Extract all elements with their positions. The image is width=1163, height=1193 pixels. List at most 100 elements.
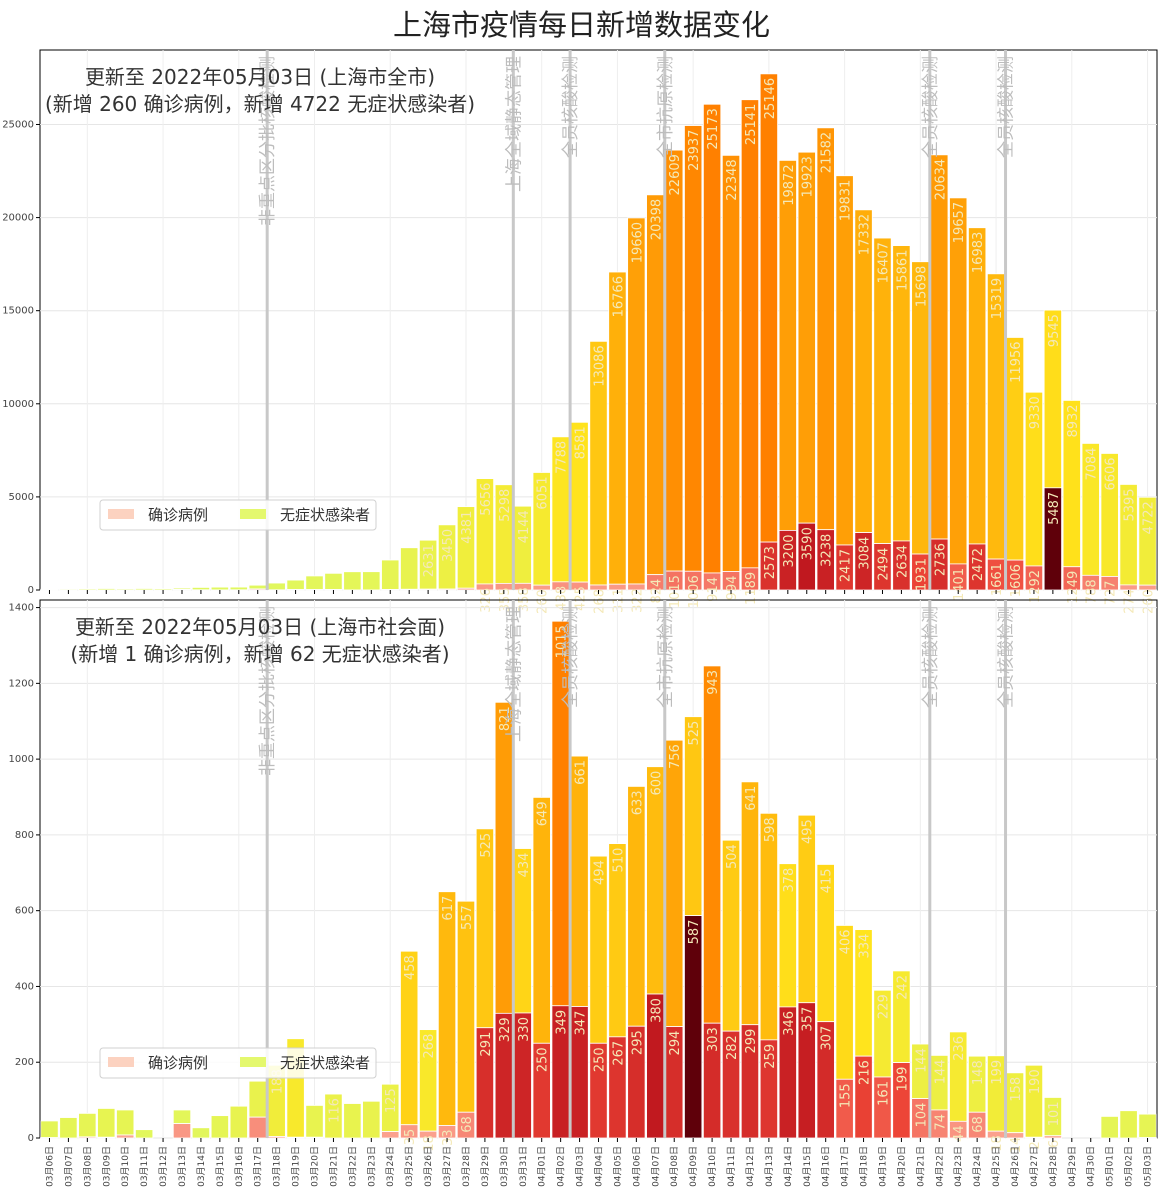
data-label-asymptomatic: 17332	[858, 214, 873, 255]
bar-confirmed	[1024, 1136, 1044, 1139]
legend-box	[99, 499, 377, 531]
x-tick-label: 04月02日	[556, 1146, 567, 1187]
x-tick-label: 03月29日	[480, 1146, 491, 1187]
data-label-confirmed: 307	[820, 1026, 835, 1051]
legend: 确诊病例 无症状感染者	[99, 1047, 377, 1079]
data-label-asymptomatic: 504	[725, 844, 740, 869]
legend-label-asymptomatic: 无症状感染者	[280, 506, 370, 524]
data-label-asymptomatic: 158	[1009, 1077, 1024, 1102]
data-label-confirmed: 425	[574, 586, 589, 611]
data-label-confirmed: 2634	[895, 545, 910, 578]
data-label-asymptomatic: 6051	[536, 476, 551, 509]
bar-asymptomatic	[343, 571, 362, 591]
x-tick-label: 04月23日	[953, 1146, 964, 1187]
data-label-confirmed: 267	[611, 1041, 626, 1066]
bar-confirmed	[97, 1136, 116, 1139]
bar-confirmed	[419, 588, 438, 591]
bar-asymptomatic	[229, 586, 248, 591]
chart-panel-1: 0 5000 10000 15000 20000 25000 2631 3450 4381 565…	[2, 49, 1158, 614]
data-label-asymptomatic: 494	[593, 860, 608, 885]
x-axis: 03月06日 03月07日 03月08日 03月09日 03月10日 03月11日 03月1…	[44, 590, 1154, 1187]
data-label-asymptomatic: 406	[839, 929, 854, 954]
data-label-asymptomatic: 144	[933, 1059, 948, 1084]
x-tick-label: 03月20日	[310, 1146, 321, 1187]
event-label: 全市抗原检测	[656, 56, 676, 158]
data-label-confirmed: 994	[725, 575, 740, 600]
data-label-asymptomatic: 23937	[687, 130, 702, 171]
event-label: 全员核酸检测	[561, 56, 581, 158]
bar-asymptomatic	[570, 755, 589, 1007]
bar-confirmed	[684, 915, 703, 1139]
x-tick-label: 04月10日	[707, 1146, 718, 1187]
data-label-confirmed: 303	[706, 1027, 721, 1052]
data-label-asymptomatic: 633	[630, 790, 645, 815]
y-tick-label: 400	[15, 981, 34, 992]
legend: 确诊病例 无症状感染者	[99, 499, 377, 531]
event-label: 非重点区分批核酸检测	[258, 606, 278, 776]
x-tick-label: 04月08日	[669, 1146, 680, 1187]
data-label-asymptomatic: 525	[687, 721, 702, 746]
data-label-asymptomatic: 20634	[933, 159, 948, 200]
bar-confirmed	[437, 588, 457, 591]
bar-confirmed	[381, 589, 400, 591]
bar-asymptomatic	[267, 582, 286, 591]
data-label-confirmed: 347	[574, 1011, 589, 1036]
data-label-asymptomatic: 334	[858, 934, 873, 959]
x-tick-label: 03月17日	[253, 1146, 264, 1187]
data-label-confirmed: 291	[479, 1032, 494, 1057]
bar-asymptomatic	[437, 891, 457, 1126]
data-label-asymptomatic: 15861	[895, 250, 910, 291]
bar-asymptomatic	[1138, 1113, 1157, 1139]
bar-asymptomatic	[930, 154, 949, 540]
data-label-asymptomatic: 756	[668, 744, 683, 769]
data-label-confirmed: 438	[555, 586, 570, 611]
bar-asymptomatic	[949, 197, 968, 565]
data-label-confirmed: 1292	[1028, 570, 1043, 603]
x-tick-label: 04月05日	[612, 1146, 623, 1187]
x-tick-label: 03月31日	[518, 1146, 529, 1187]
data-label-asymptomatic: 5395	[1123, 488, 1138, 521]
data-label-asymptomatic: 525	[479, 833, 494, 858]
data-label-confirmed: 2736	[933, 543, 948, 576]
data-label-asymptomatic: 19660	[630, 222, 645, 263]
legend-swatch-confirmed	[108, 1057, 134, 1067]
data-label-confirmed: 2494	[876, 548, 891, 581]
event-label: 全员核酸检测	[997, 606, 1017, 708]
y-tick-label: 15000	[2, 306, 34, 317]
x-tick-label: 03月06日	[44, 1146, 55, 1187]
data-label-confirmed: 1606	[1009, 564, 1024, 597]
panel-annotation-line-1: 更新至 2022年05月03日 (上海市全市)	[85, 65, 435, 89]
event-label: 上海全域静态管理	[504, 606, 524, 742]
data-label-asymptomatic: 25146	[763, 78, 778, 119]
x-tick-label: 04月19日	[877, 1146, 888, 1187]
data-label-asymptomatic: 25173	[706, 108, 721, 149]
data-label-confirmed: 3084	[858, 537, 873, 570]
x-tick-label: 04月25日	[991, 1146, 1002, 1187]
x-tick-label: 03月26日	[423, 1146, 434, 1187]
bar-asymptomatic	[116, 1109, 135, 1136]
data-label-asymptomatic: 125	[384, 1088, 399, 1113]
bar-asymptomatic	[684, 716, 703, 917]
bar-confirmed	[172, 588, 192, 591]
bar-asymptomatic	[40, 1120, 59, 1139]
x-tick-label: 04月22日	[934, 1146, 945, 1187]
x-tick-label: 04月14日	[783, 1146, 794, 1187]
data-label-asymptomatic: 199	[990, 1060, 1005, 1085]
bar-asymptomatic	[400, 547, 419, 590]
data-label-confirmed: 788	[1085, 579, 1100, 604]
bar-asymptomatic	[968, 227, 987, 545]
data-label-confirmed: 346	[782, 1011, 797, 1036]
bar-asymptomatic	[362, 1100, 381, 1139]
bar-asymptomatic	[286, 579, 305, 590]
data-label-asymptomatic: 4144	[517, 510, 532, 543]
data-label-asymptomatic: 1015	[555, 625, 570, 658]
data-label-asymptomatic: 4722	[1142, 501, 1157, 534]
bar-asymptomatic	[381, 559, 400, 590]
data-label-asymptomatic: 20398	[649, 199, 664, 240]
bar-asymptomatic	[191, 1127, 211, 1139]
data-label-asymptomatic: 4381	[460, 511, 475, 544]
bar-asymptomatic	[456, 900, 476, 1113]
data-label-asymptomatic: 5298	[498, 489, 513, 522]
page-title: 上海市疫情每日新增数据变化	[392, 8, 770, 42]
data-label-asymptomatic: 598	[763, 817, 778, 842]
